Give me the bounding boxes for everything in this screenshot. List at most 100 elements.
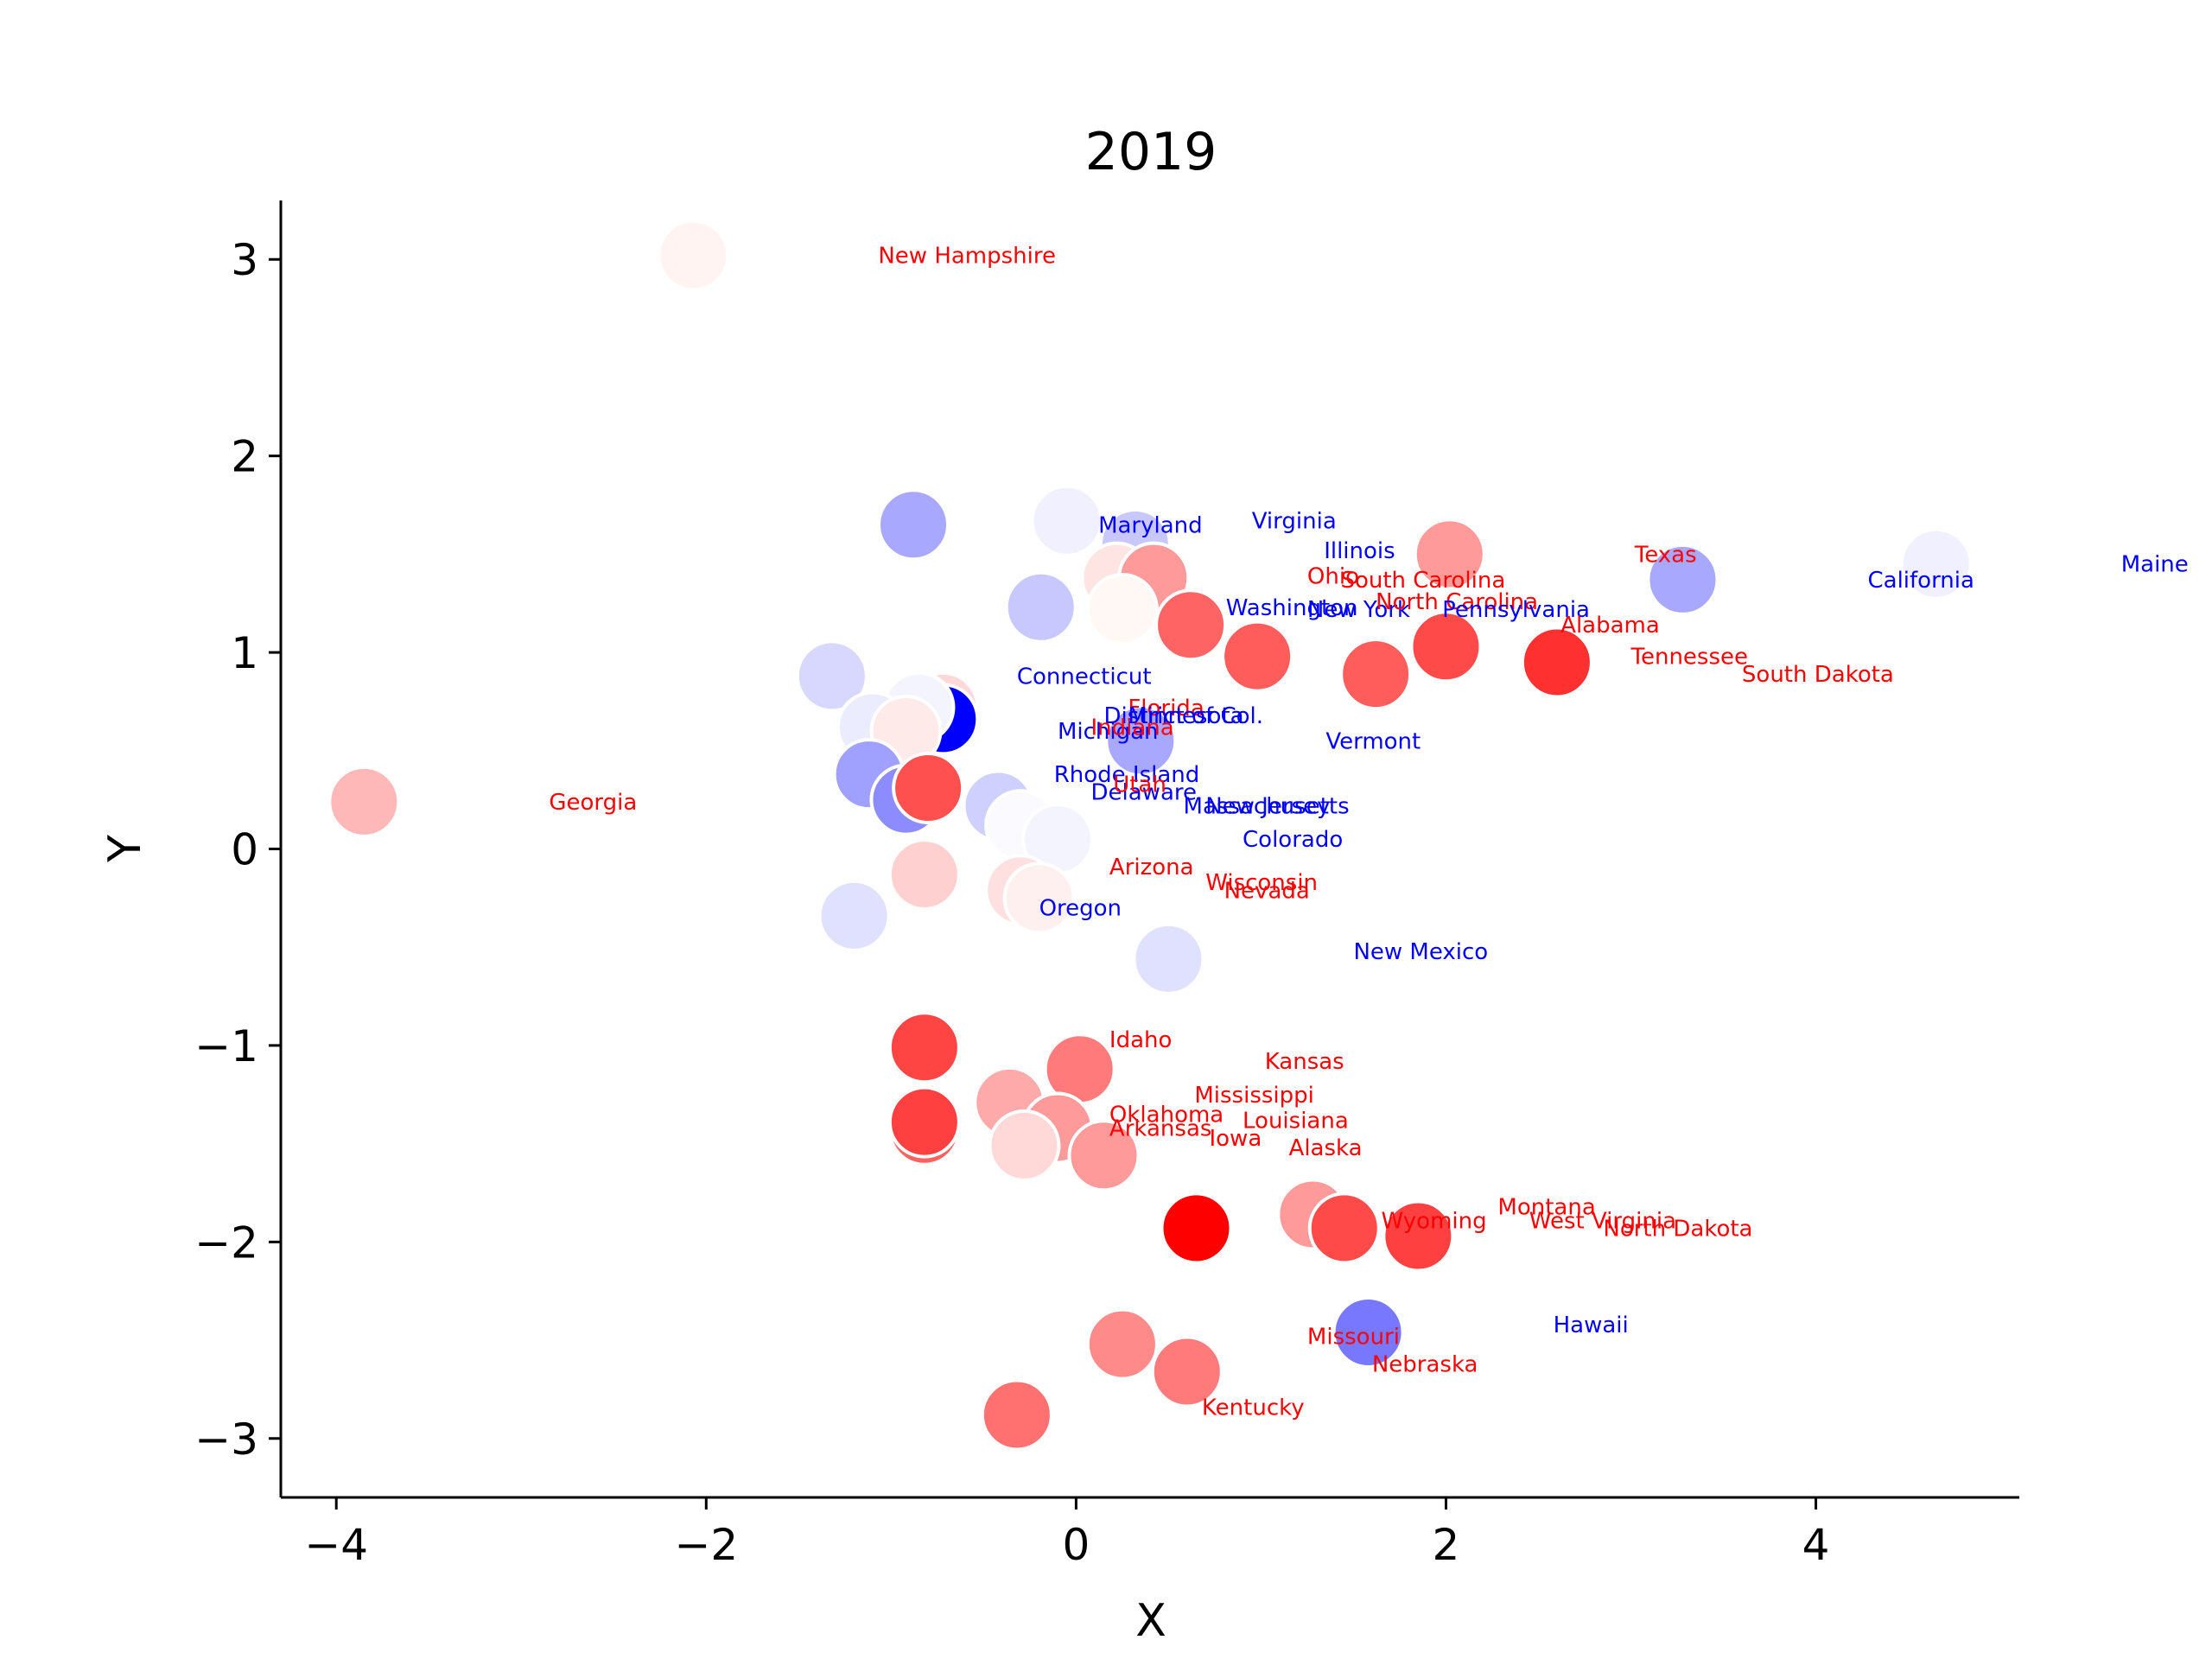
label-north-carolina: North Carolina (1376, 589, 1538, 615)
point-california (1646, 543, 1719, 616)
x-ticks: −4 −2 0 2 4 (304, 1497, 1829, 1570)
point-kentucky (980, 1378, 1053, 1452)
point-nebraska (1150, 1335, 1224, 1408)
label-new-york: New York (1307, 597, 1410, 623)
label-maryland: Maryland (1098, 512, 1203, 538)
label-idaho: Idaho (1109, 1027, 1173, 1053)
point-iowa (988, 1109, 1061, 1182)
point-pennsylvania (1221, 620, 1294, 693)
label-new-jersey: New Jersey (1205, 793, 1330, 819)
point-nevada (1002, 861, 1076, 935)
x-tick-label: 2 (1433, 1520, 1460, 1570)
y-tick-label: −1 (194, 1021, 258, 1071)
y-tick-label: −3 (194, 1414, 258, 1465)
point-vermont (1104, 704, 1178, 778)
label-wyoming: Wyoming (1382, 1208, 1487, 1234)
point-wyoming (1160, 1192, 1233, 1265)
point-maryland (877, 488, 950, 562)
x-tick-label: 0 (1062, 1520, 1090, 1570)
chart-title: 2019 (1085, 122, 1217, 182)
label-delaware: Delaware (1091, 780, 1197, 806)
x-axis-label: X (1135, 1595, 1166, 1647)
point-virginia (1030, 484, 1103, 557)
label-colorado: Colorado (1243, 827, 1343, 853)
label-west-virginia: West Virginia (1529, 1208, 1676, 1234)
label-oklahoma: Oklahoma (1109, 1103, 1224, 1128)
label-nebraska: Nebraska (1372, 1351, 1478, 1377)
point-hawaii (1332, 1295, 1405, 1369)
label-indiana: Indiana (1091, 715, 1174, 741)
point-oregon (817, 879, 891, 952)
label-iowa: Iowa (1209, 1126, 1262, 1152)
point-new-york (1085, 573, 1159, 646)
point-west-virginia (1307, 1192, 1381, 1265)
label-kentucky: Kentucky (1202, 1395, 1305, 1421)
label-south-dakota: South Dakota (1742, 662, 1894, 688)
point-texas (1413, 518, 1486, 591)
label-alabama: Alabama (1560, 613, 1660, 639)
label-florida: Florida (1128, 696, 1204, 721)
y-tick-label: 1 (231, 628, 258, 678)
point-missouri (1085, 1307, 1159, 1381)
point-new-hampshire (657, 219, 730, 292)
point-alaska (1067, 1119, 1141, 1192)
label-new-mexico: New Mexico (1353, 939, 1488, 965)
point-north-dakota (1382, 1199, 1455, 1273)
label-arkansas: Arkansas (1109, 1116, 1212, 1141)
point-arizona (887, 838, 961, 912)
label-vermont: Vermont (1325, 728, 1421, 754)
point-tennessee (1409, 610, 1483, 683)
y-tick-label: 3 (231, 235, 258, 285)
point-idaho (887, 1011, 961, 1084)
point-new-mexico (1132, 922, 1205, 995)
label-oregon: Oregon (1039, 896, 1122, 922)
label-michigan: Michigan (1058, 719, 1159, 745)
point-connecticut (795, 639, 868, 713)
label-pennsylvania: Pennsylvania (1442, 597, 1590, 623)
label-maine: Maine (2121, 552, 2189, 578)
label-south-carolina: South Carolina (1340, 568, 1505, 594)
label-district-of-col: District of Col. (1103, 703, 1263, 729)
label-georgia: Georgia (549, 790, 637, 816)
label-north-dakota: North Dakota (1603, 1216, 1752, 1242)
x-tick-label: −2 (674, 1520, 738, 1570)
point-georgia (327, 765, 401, 838)
points-layer (327, 219, 1973, 1452)
y-tick-label: −2 (194, 1217, 258, 1268)
point-arkansas (887, 1085, 961, 1159)
point-washington (1004, 570, 1077, 644)
label-louisiana: Louisiana (1243, 1108, 1349, 1134)
label-utah: Utah (1113, 772, 1166, 798)
label-kansas: Kansas (1265, 1049, 1344, 1075)
label-hawaii: Hawaii (1554, 1313, 1629, 1338)
label-alaska: Alaska (1289, 1135, 1363, 1161)
label-ohio: Ohio (1307, 563, 1359, 589)
label-wisconsin: Wisconsin (1205, 870, 1318, 896)
label-missouri: Missouri (1307, 1325, 1400, 1351)
point-north-carolina (1154, 588, 1228, 662)
y-tick-label: 0 (231, 825, 258, 875)
label-tennessee: Tennessee (1630, 645, 1749, 671)
label-california: California (1867, 568, 1974, 594)
label-virginia: Virginia (1252, 509, 1337, 535)
point-south-dakota (1520, 626, 1593, 699)
label-montana: Montana (1497, 1194, 1595, 1220)
y-axis-label: Y (99, 835, 151, 863)
label-massachusetts: Massachusetts (1184, 793, 1350, 819)
x-tick-label: 4 (1802, 1520, 1830, 1570)
label-texas: Texas (1634, 542, 1697, 568)
x-tick-label: −4 (304, 1520, 368, 1570)
label-minnesota: Minnesota (1128, 703, 1243, 729)
labels-layer: New Hampshire Georgia Maryland Virginia Illi… (549, 244, 2188, 1421)
y-ticks: −3 −2 −1 0 1 2 3 (194, 235, 281, 1465)
label-washington: Washington (1226, 595, 1358, 621)
point-alabama (1339, 638, 1413, 711)
label-mississippi: Mississippi (1194, 1083, 1314, 1109)
label-nevada: Nevada (1224, 878, 1310, 904)
label-new-hampshire: New Hampshire (878, 244, 1056, 270)
point-utah (892, 751, 965, 824)
label-connecticut: Connecticut (1017, 664, 1152, 690)
label-arizona: Arizona (1109, 855, 1194, 880)
point-maine (1899, 527, 1973, 601)
